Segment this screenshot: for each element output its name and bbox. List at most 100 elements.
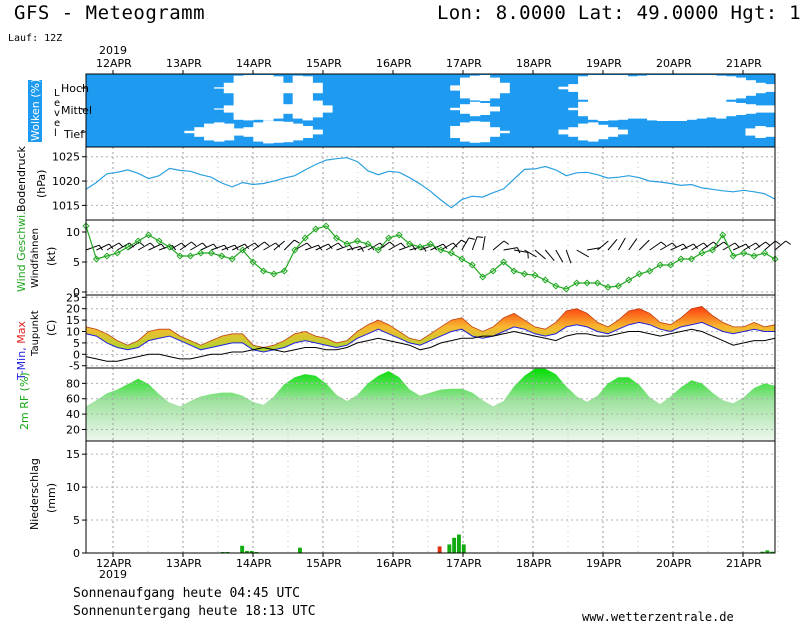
y-tick-label: 5 bbox=[73, 256, 80, 269]
cloud-mittel-band bbox=[706, 100, 717, 118]
date-label-bottom: 19APR bbox=[586, 557, 622, 570]
wind-speed-marker bbox=[207, 249, 215, 257]
cloud-hoch-band bbox=[647, 75, 658, 101]
wind-barb-feather bbox=[349, 244, 354, 251]
wind-barb-feather bbox=[389, 241, 395, 247]
year-label-top: 2019 bbox=[99, 44, 127, 57]
wind-speed-marker bbox=[259, 267, 268, 275]
wind-barb-feather bbox=[328, 243, 333, 250]
wind-speed-marker bbox=[635, 270, 643, 278]
wind-barb bbox=[680, 243, 694, 251]
cloud-hoch-band bbox=[302, 76, 313, 100]
cloud-hoch-band bbox=[617, 75, 628, 101]
wind-barb-feather bbox=[293, 239, 300, 244]
wind-barb bbox=[544, 249, 555, 262]
wind-barb-feather bbox=[503, 240, 510, 245]
wind-speed-marker bbox=[552, 282, 560, 290]
wind-barb bbox=[221, 244, 236, 251]
cloud-tief-band bbox=[204, 123, 215, 141]
wind-barb-feather bbox=[264, 241, 270, 247]
cloud-mittel-band bbox=[460, 104, 471, 114]
y-tick-label: 15 bbox=[66, 448, 80, 461]
cloud-mittel-band bbox=[273, 99, 284, 119]
cloud-hoch-band bbox=[637, 75, 648, 101]
cloud-mittel-band bbox=[568, 107, 579, 111]
cloud-hoch-band bbox=[223, 82, 235, 94]
precip-bar bbox=[245, 551, 249, 553]
wind-speed-marker bbox=[687, 255, 696, 263]
wind-barb bbox=[534, 249, 546, 260]
cloud-tief-band bbox=[460, 122, 471, 142]
cloud-mittel-band bbox=[765, 105, 776, 113]
cloud-tief-band bbox=[302, 126, 313, 138]
wind-speed-marker bbox=[332, 234, 341, 242]
wind-barb-feather bbox=[693, 243, 698, 250]
wind-speed-marker bbox=[614, 282, 622, 290]
cloud-tief-band bbox=[755, 126, 766, 138]
wind-barb-feather bbox=[202, 242, 208, 248]
cloud-hoch-band bbox=[666, 75, 678, 101]
temp-ylabel: T-Min, Max bbox=[15, 321, 28, 381]
wind-speed-marker bbox=[489, 267, 497, 275]
tmin-line bbox=[85, 321, 775, 353]
wind-speed-marker bbox=[750, 252, 758, 260]
y-tick-label: 60 bbox=[66, 393, 80, 406]
wind-speed-marker bbox=[510, 267, 518, 275]
cloud-tief-band bbox=[253, 122, 264, 142]
precip-bar bbox=[765, 550, 770, 553]
wind-barb-feather bbox=[108, 243, 114, 250]
cloud-mittel-band bbox=[666, 97, 678, 121]
wind-speed-marker bbox=[541, 276, 549, 284]
wind-barb bbox=[503, 247, 518, 251]
meteogram: 2019201912APR12APR13APR13APR14APR14APR15… bbox=[15, 44, 791, 581]
wind-barb bbox=[367, 242, 381, 251]
wind-barb-feather bbox=[660, 241, 667, 247]
cloud-hoch-band bbox=[499, 82, 510, 94]
cloud-mittel-band bbox=[686, 98, 697, 120]
cloud-level-tief: Tief bbox=[63, 128, 85, 141]
cloud-tief-band bbox=[745, 128, 756, 136]
wind-speed-marker bbox=[301, 234, 309, 242]
date-label-top: 17APR bbox=[446, 57, 482, 70]
wind-yunit: (kt) bbox=[45, 247, 58, 266]
cloud-hoch-band bbox=[588, 75, 599, 101]
wind-speed-marker bbox=[426, 240, 435, 248]
cloud-tief-band bbox=[184, 130, 195, 134]
wind-speed-marker bbox=[416, 243, 424, 251]
wind-speed-marker bbox=[395, 231, 403, 239]
wind-barb-feather bbox=[775, 240, 781, 245]
cloud-tief-band bbox=[568, 127, 579, 137]
cloud-level-letter: e bbox=[54, 98, 60, 109]
cloud-mittel-band bbox=[479, 103, 491, 115]
wind-barb bbox=[346, 245, 361, 251]
year-label-bottom: 2019 bbox=[99, 568, 127, 581]
wind-barb-feather bbox=[306, 242, 312, 248]
cloud-level-letter: l bbox=[54, 128, 57, 139]
wind-barb-feather bbox=[411, 244, 417, 251]
temp-ylabel2: Taupunkt bbox=[30, 310, 41, 357]
wind-barb-feather bbox=[765, 241, 771, 247]
wind-barb-feather bbox=[516, 247, 521, 254]
date-label-top: 20APR bbox=[656, 57, 692, 70]
wind-speed-marker bbox=[677, 255, 685, 263]
wind-barb bbox=[774, 240, 787, 251]
wind-speed-marker bbox=[270, 270, 278, 278]
wind-speed-line bbox=[85, 225, 776, 290]
y-tick-label: 40 bbox=[66, 408, 80, 421]
wind-barb bbox=[607, 238, 618, 251]
cloud-hoch-band bbox=[568, 84, 579, 92]
cloud-hoch-band bbox=[765, 84, 776, 92]
cloud-mittel-band bbox=[233, 98, 244, 120]
cloud-mittel-band bbox=[469, 101, 481, 117]
y-tick-label: 15 bbox=[66, 314, 80, 327]
date-label-top: 18APR bbox=[516, 57, 552, 70]
wind-barb-feather bbox=[400, 242, 406, 248]
wind-barb-feather bbox=[671, 242, 677, 248]
wind-speed-marker bbox=[437, 246, 445, 254]
wind-barb-feather bbox=[468, 237, 475, 240]
wind-barb bbox=[659, 242, 673, 251]
cloud-tief-band bbox=[607, 127, 619, 137]
wind-barb bbox=[137, 242, 151, 251]
cloud-hoch-band bbox=[715, 75, 727, 101]
cloud-mittel-band bbox=[627, 99, 638, 119]
